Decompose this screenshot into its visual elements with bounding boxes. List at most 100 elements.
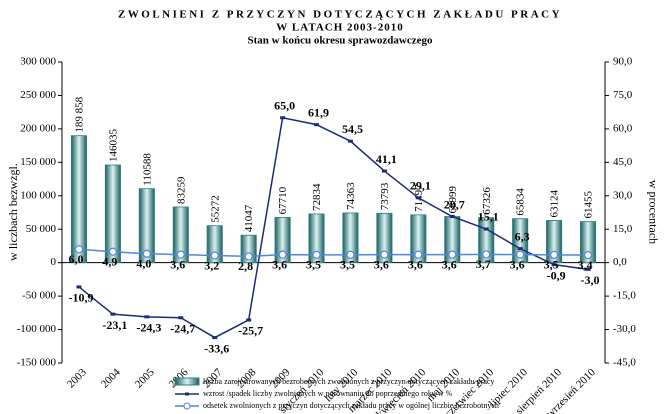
line-value-label: 20,7 <box>444 197 465 211</box>
y2-tick-label: -15,0 <box>613 290 636 302</box>
y2-tick-label: 0,0 <box>613 256 627 268</box>
point <box>76 285 82 289</box>
line-value-label: 3,6 <box>408 257 423 271</box>
line-value-label: -0,9 <box>547 268 566 282</box>
line-value-label: -3,0 <box>581 273 600 287</box>
line-value-label: 3,4 <box>578 258 593 272</box>
point <box>278 250 287 259</box>
bar-value-label: 189 858 <box>74 96 86 132</box>
bar <box>172 206 189 264</box>
line-value-label: 4,9 <box>102 254 117 268</box>
y2-tick-label: 60,0 <box>613 122 633 134</box>
point <box>312 250 321 259</box>
chart-subtitle: Stan w końcu okresu sprawozdawczego <box>248 35 433 47</box>
line-value-label: 3,5 <box>306 258 321 272</box>
y2-tick-label: 30,0 <box>613 189 633 201</box>
line-value-label: 29,1 <box>410 179 431 193</box>
bar-value-label: 68999 <box>447 186 459 214</box>
legend-label: liczba zarejestrowanych bezrobotnych zwo… <box>203 377 494 386</box>
legend-swatch <box>183 402 191 410</box>
legend-label: odsetek zwolnionych z przyczyn dotyczący… <box>203 401 499 410</box>
point <box>381 169 387 173</box>
y-tick-label: -100 000 <box>17 323 57 335</box>
line-value-label: -24,7 <box>170 321 195 335</box>
legend-swatch <box>185 392 189 396</box>
line <box>78 248 589 258</box>
bar-value-label: 67326 <box>481 187 493 215</box>
point <box>244 252 253 261</box>
point <box>517 247 523 251</box>
point <box>583 250 593 260</box>
bar <box>206 225 223 264</box>
point <box>212 336 218 340</box>
line <box>78 116 589 339</box>
x-tick-label: 2004 <box>99 366 123 390</box>
bar-value-label: 110588 <box>141 153 153 186</box>
bar <box>138 188 155 264</box>
point <box>346 250 355 259</box>
point <box>210 251 219 260</box>
bar <box>410 214 427 264</box>
bar <box>512 218 529 264</box>
point <box>482 250 491 259</box>
line-value-label: 65,0 <box>274 98 295 112</box>
point <box>108 247 118 256</box>
bar-value-label: 41047 <box>243 204 255 232</box>
bar <box>274 216 291 264</box>
line-value-label: 6,0 <box>68 252 83 266</box>
line-value-label: 61,9 <box>308 105 329 119</box>
bar <box>308 213 325 264</box>
point <box>142 249 151 258</box>
line-value-label: 3,6 <box>170 257 185 271</box>
line-value-label: 3,2 <box>204 258 219 272</box>
line-value-label: 6,3 <box>515 229 530 243</box>
chart-title: W LATACH 2003-2010 <box>276 22 403 34</box>
line-value-label: 3,5 <box>340 258 355 272</box>
line-value-label: -23,1 <box>102 318 127 332</box>
bar-value-label: 83259 <box>175 176 187 204</box>
bar-value-label: 65834 <box>515 188 527 216</box>
point <box>483 227 489 231</box>
line-value-label: 2,8 <box>238 259 253 273</box>
y2-tick-label: 45,0 <box>613 156 633 168</box>
line-value-label: -24,3 <box>136 321 161 335</box>
y-tick-label: 50 000 <box>26 223 57 235</box>
y-tick-label: 250 000 <box>20 89 56 101</box>
y2-tick-label: 75,0 <box>613 89 633 101</box>
line-value-label: 41,1 <box>376 152 397 166</box>
line-value-label: 15,1 <box>478 210 499 224</box>
point <box>144 315 150 319</box>
line-value-label: -33,6 <box>204 341 229 355</box>
bar-value-label: 72834 <box>311 183 323 211</box>
line-value-label: 3,7 <box>476 257 491 271</box>
point <box>110 312 116 316</box>
y-tick-label: 150 000 <box>20 156 56 168</box>
line-value-label: 3,6 <box>442 257 457 271</box>
point <box>380 250 389 259</box>
point <box>347 139 353 143</box>
bar <box>546 220 563 264</box>
bar-value-label: 146035 <box>107 128 119 162</box>
point <box>449 215 455 219</box>
bar-value-label: 61455 <box>583 191 595 219</box>
line-value-label: 3,6 <box>374 257 389 271</box>
point <box>314 123 320 127</box>
y2-axis-label: w procentach <box>646 180 660 244</box>
line-value-label: 54,5 <box>342 122 363 136</box>
bar <box>342 212 359 264</box>
y2-tick-label: 15,0 <box>613 223 633 235</box>
bar <box>478 217 495 264</box>
legend-label: wzrost /spadek liczby zwolnionych w poró… <box>203 389 453 398</box>
line-value-label: -25,7 <box>238 324 263 338</box>
point <box>176 250 185 259</box>
y-tick-label: 0 <box>51 256 57 268</box>
bar <box>104 164 121 264</box>
point <box>549 250 559 259</box>
legend-swatch <box>174 377 200 386</box>
y-tick-label: -150 000 <box>17 357 57 369</box>
point <box>246 318 252 322</box>
bar-value-label: 63124 <box>549 189 561 217</box>
point <box>74 245 84 254</box>
x-tick-label: 2003 <box>65 366 89 390</box>
